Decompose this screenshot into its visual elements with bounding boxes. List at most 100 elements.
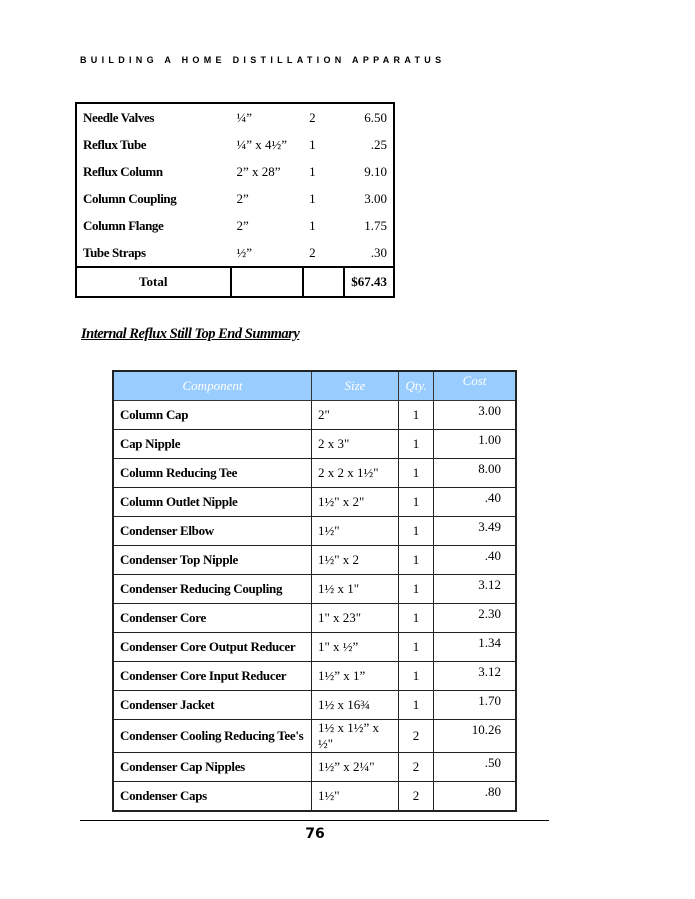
cell-cost: 3.00 (433, 400, 517, 430)
table-row: Reflux Tube ¼” x 4½” 1 .25 (76, 131, 394, 158)
cell-size: 1½" (311, 516, 399, 546)
cell-size: 2 x 3" (311, 429, 399, 459)
table-row: Condenser Cooling Reducing Tee's 1½ x 1½”… (112, 719, 517, 753)
cell-cost: 1.70 (433, 690, 517, 720)
header-qty: Qty. (398, 370, 434, 401)
cell-size: 2 x 2 x 1½" (311, 458, 399, 488)
cell-name: Tube Straps (83, 244, 146, 260)
cell-name: Condenser Jacket (112, 690, 312, 720)
cell-cost: 1.34 (433, 632, 517, 662)
empty-cell (302, 266, 346, 298)
cell-cost: 3.49 (433, 516, 517, 546)
cell-qty: 2 (398, 781, 434, 812)
cell-name: Condenser Cooling Reducing Tee's (112, 719, 312, 753)
cell-size: 2” x 28” (236, 163, 281, 179)
cell-name: Column Coupling (83, 190, 177, 206)
table-row: Tube Straps ½” 2 .30 (76, 239, 394, 267)
cell-size: 1½ x 1½” x ½" (311, 719, 399, 753)
cell-name: Reflux Tube (83, 136, 147, 152)
cell-name: Cap Nipple (112, 429, 312, 459)
cell-name: Reflux Column (83, 163, 163, 179)
cell-name: Condenser Cap Nipples (112, 752, 312, 782)
section-heading: Internal Reflux Still Top End Summary (81, 326, 300, 342)
cell-qty: 1 (309, 163, 316, 179)
cell-cost: .25 (370, 136, 387, 152)
table-row: Condenser Core 1" x 23" 1 2.30 (112, 603, 517, 633)
total-value: $67.43 (343, 266, 395, 298)
cell-cost: .30 (370, 244, 387, 260)
cell-size: ½” (236, 244, 253, 260)
cell-qty: 1 (398, 690, 434, 720)
cell-size: 1" x 23" (311, 603, 399, 633)
header-row: Component Size Qty. Cost (112, 370, 517, 401)
cell-qty: 1 (398, 603, 434, 633)
cell-qty: 1 (398, 516, 434, 546)
table-row: Condenser Top Nipple 1½" x 2 1.40 (112, 545, 517, 575)
cell-name: Condenser Core Output Reducer (112, 632, 312, 662)
cell-qty: 1 (309, 217, 316, 233)
empty-cell (229, 266, 305, 298)
table-row: Needle Valves ¼” 2 6.50 (76, 103, 394, 131)
header-cost: Cost (433, 370, 517, 401)
cell-qty: 1 (398, 545, 434, 575)
cell-qty: 2 (309, 109, 316, 125)
table-row: Condenser Caps 1½" 2.80 (112, 781, 517, 812)
running-head: BUILDING A HOME DISTILLATION APPARATUS (80, 55, 446, 65)
table-row: Condenser Core Output Reducer 1" x ½” 1 1.3… (112, 632, 517, 662)
table-row: Column Reducing Tee 2 x 2 x 1½" 1 8.00 (112, 458, 517, 488)
cell-cost: 6.50 (364, 109, 387, 125)
cell-cost: 2.30 (433, 603, 517, 633)
table-row: Condenser Reducing Coupling 1½ x 1" 1 3.12 (112, 574, 517, 604)
cell-qty: 1 (398, 487, 434, 517)
cell-size: 1½" x 2 (311, 545, 399, 575)
footer-divider (80, 820, 549, 821)
cell-size: ¼” (236, 109, 253, 125)
cell-size: 1½" x 2" (311, 487, 399, 517)
table-row: Column Cap 2" 1 3.00 (112, 400, 517, 430)
cell-name: Condenser Reducing Coupling (112, 574, 312, 604)
table-row: Column Coupling 2” 1 3.00 (76, 185, 394, 212)
cell-cost: .40 (433, 487, 517, 517)
cell-size: 1" x ½” (311, 632, 399, 662)
cell-size: 1½" (311, 781, 399, 812)
cell-qty: 1 (309, 136, 316, 152)
cell-cost: .40 (433, 545, 517, 575)
cell-name: Column Cap (112, 400, 312, 430)
cell-qty: 1 (309, 190, 316, 206)
cell-size: 1½ x 16¾ (311, 690, 399, 720)
table-row: Reflux Column 2” x 28” 1 9.10 (76, 158, 394, 185)
cell-cost: 9.10 (364, 163, 387, 179)
table-row: Condenser Elbow 1½" 1 3.49 (112, 516, 517, 546)
cell-cost: 8.00 (433, 458, 517, 488)
table-row: Condenser Core Input Reducer 1½” x 1” 1 3.1… (112, 661, 517, 691)
cell-qty: 2 (309, 244, 316, 260)
parts-table: Needle Valves ¼” 2 6.50 Reflux Tube ¼” x 4½” 1… (75, 102, 395, 298)
cell-name: Column Flange (83, 217, 164, 233)
cell-qty: 1 (398, 429, 434, 459)
cell-name: Condenser Core Input Reducer (112, 661, 312, 691)
cell-cost: 10.26 (433, 719, 517, 753)
cell-size: 1½ x 1" (311, 574, 399, 604)
table-row: Cap Nipple 2 x 3" 1 1.00 (112, 429, 517, 459)
cell-cost: 3.12 (433, 574, 517, 604)
summary-table: Component Size Qty. Cost Column Cap 2" 1 3.… (112, 370, 517, 812)
table-row: Column Outlet Nipple 1½" x 2" 1.40 (112, 487, 517, 517)
cell-name: Condenser Caps (112, 781, 312, 812)
cell-qty: 1 (398, 458, 434, 488)
cell-qty: 1 (398, 574, 434, 604)
cell-name: Needle Valves (83, 109, 154, 125)
cell-cost: .50 (433, 752, 517, 782)
cell-name: Condenser Top Nipple (112, 545, 312, 575)
cell-cost: 1.75 (364, 217, 387, 233)
cell-qty: 1 (398, 400, 434, 430)
cell-name: Condenser Core (112, 603, 312, 633)
table-row: Condenser Cap Nipples 1½” x 2¼" 2.50 (112, 752, 517, 782)
cell-cost: 3.12 (433, 661, 517, 691)
cell-size: 2” (236, 217, 249, 233)
cell-size: 2” (236, 190, 249, 206)
cell-name: Column Outlet Nipple (112, 487, 312, 517)
cell-size: 1½” x 1” (311, 661, 399, 691)
cell-cost: .80 (433, 781, 517, 812)
header-size: Size (311, 370, 399, 401)
